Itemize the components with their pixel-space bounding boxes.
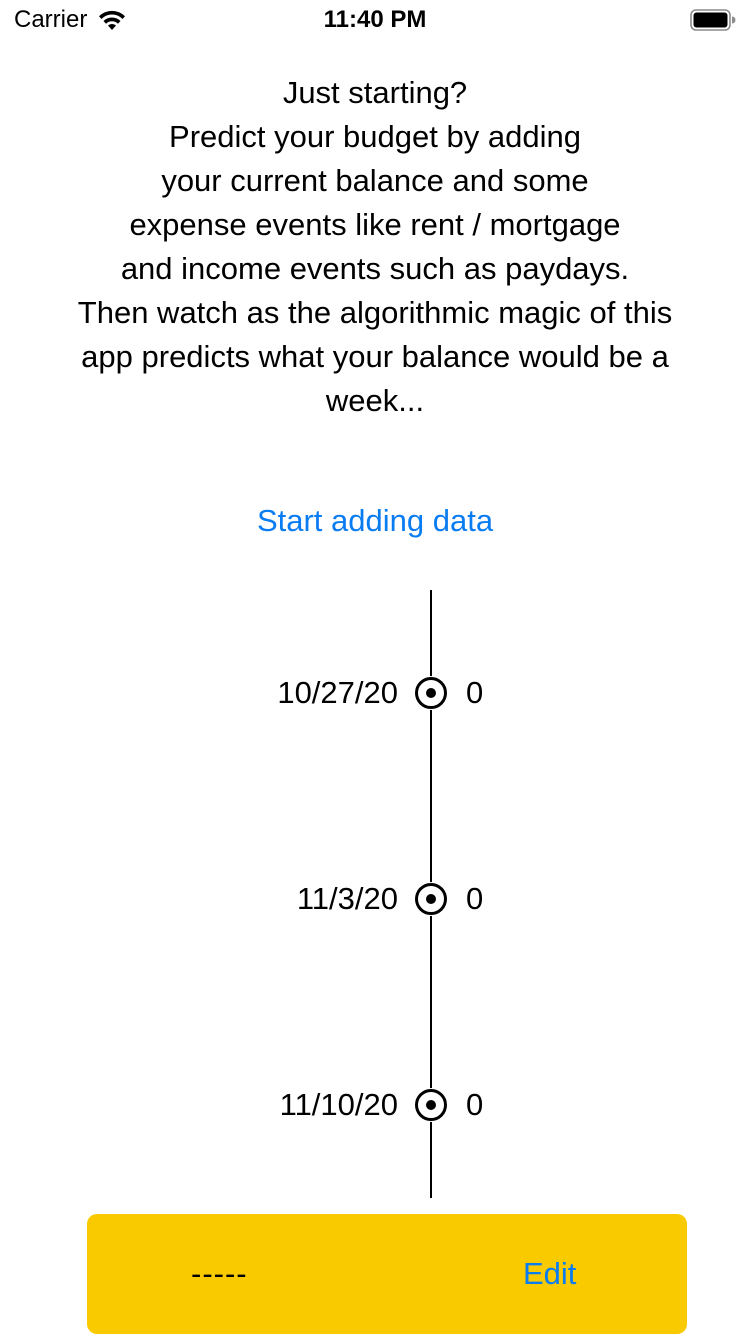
timeline-dot-icon bbox=[414, 882, 448, 916]
bottom-bar: ----- Edit bbox=[87, 1214, 687, 1334]
timeline-entry: 11/3/20 0 bbox=[0, 877, 750, 921]
timeline-date: 11/10/20 bbox=[279, 1087, 398, 1122]
intro-line: your current balance and some bbox=[161, 163, 589, 198]
carrier-label: Carrier bbox=[14, 6, 88, 33]
timeline-date: 10/27/20 bbox=[277, 675, 398, 710]
intro-line: week... bbox=[325, 383, 425, 418]
carrier-group: Carrier bbox=[14, 6, 127, 34]
timeline-value: 0 bbox=[466, 675, 484, 710]
intro-line: app predicts what your balance would be … bbox=[81, 339, 669, 374]
timeline-value: 0 bbox=[466, 1087, 484, 1122]
intro-line: Then watch as the algorithmic magic of t… bbox=[77, 295, 673, 330]
intro-line: Just starting? bbox=[282, 75, 468, 110]
timeline-date: 11/3/20 bbox=[296, 881, 398, 916]
clock: 11:40 PM bbox=[323, 6, 427, 33]
edit-button[interactable]: Edit bbox=[523, 1252, 576, 1296]
intro-line: Predict your budget by adding bbox=[169, 119, 581, 154]
timeline-entry: 11/10/20 0 bbox=[0, 1083, 750, 1127]
intro-line: expense events like rent / mortgage bbox=[129, 207, 621, 242]
wifi-icon bbox=[99, 10, 126, 30]
timeline-value: 0 bbox=[466, 881, 484, 916]
timeline-entry: 10/27/20 0 bbox=[0, 671, 750, 715]
timeline-dot-icon bbox=[414, 676, 448, 710]
status-bar: Carrier 11:40 PM bbox=[0, 0, 750, 40]
intro-line: and income events such as paydays. bbox=[120, 251, 630, 286]
start-adding-data-link[interactable]: Start adding data bbox=[256, 503, 494, 538]
intro-text: Just starting? Predict your budget by ad… bbox=[20, 71, 730, 423]
timeline-dot-icon bbox=[414, 1088, 448, 1122]
battery-icon bbox=[690, 9, 736, 31]
balance-placeholder: ----- bbox=[191, 1256, 248, 1291]
